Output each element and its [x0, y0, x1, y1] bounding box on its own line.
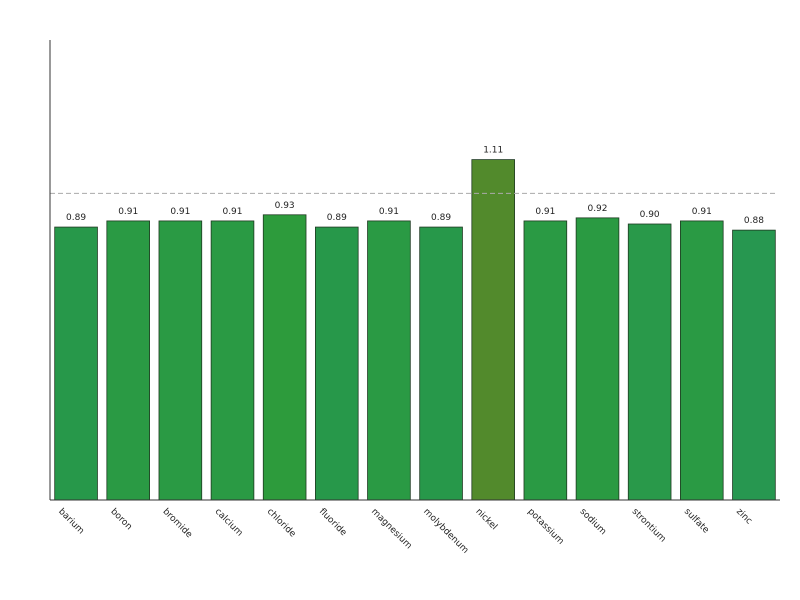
- value-label: 0.89: [66, 213, 86, 223]
- x-tick-label: sulfate: [682, 507, 711, 536]
- value-label: 0.91: [692, 207, 712, 217]
- x-tick-label: magnesium: [369, 507, 413, 551]
- x-tick-label: chloride: [265, 507, 298, 540]
- bar: [315, 226, 359, 501]
- x-tick-label: calcium: [213, 507, 245, 539]
- value-label: 0.89: [431, 213, 451, 223]
- value-label: 0.88: [744, 216, 764, 226]
- bar: [210, 220, 255, 501]
- bar: [523, 220, 568, 501]
- value-label: 0.91: [170, 207, 190, 217]
- bar: [627, 223, 672, 501]
- bar: [262, 214, 307, 501]
- x-tick-label: molybdenum: [421, 507, 470, 556]
- value-label: 0.91: [222, 207, 242, 217]
- value-label: 0.89: [327, 213, 347, 223]
- bar: [732, 229, 776, 501]
- value-label: 0.91: [379, 207, 399, 217]
- x-tick-label: zinc: [734, 507, 754, 527]
- bar: [471, 159, 515, 501]
- x-tick-label: sodium: [578, 507, 608, 537]
- bar: [54, 226, 98, 501]
- x-tick-label: nickel: [473, 507, 499, 533]
- value-label: 1.11: [483, 146, 503, 156]
- bar: [680, 220, 724, 501]
- x-tick-label: bromide: [160, 507, 194, 541]
- x-tick-label: strontium: [630, 507, 668, 545]
- bar: [575, 217, 620, 501]
- x-tick-label: barium: [56, 507, 86, 537]
- x-tick-label: potassium: [525, 507, 565, 547]
- x-tick-label: boron: [108, 507, 133, 532]
- bar: [367, 220, 411, 501]
- value-label: 0.92: [587, 204, 607, 214]
- bar: [106, 220, 150, 501]
- bar: [419, 226, 463, 501]
- bar: [158, 220, 203, 501]
- value-label: 0.90: [640, 210, 660, 220]
- value-label: 0.93: [275, 201, 295, 211]
- value-label: 0.91: [535, 207, 555, 217]
- value-label: 0.91: [118, 207, 138, 217]
- x-tick-label: fluoride: [317, 507, 349, 539]
